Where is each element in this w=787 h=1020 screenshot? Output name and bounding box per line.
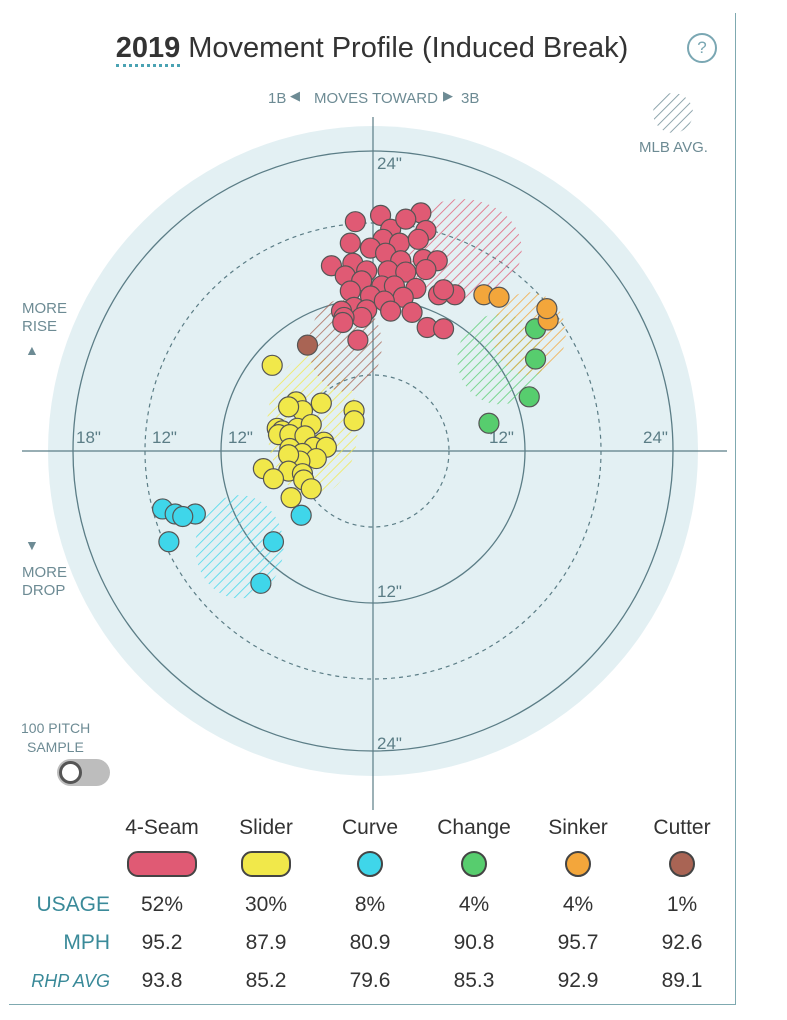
- usage-value: 4%: [562, 893, 594, 916]
- pitch-label: Sinker: [548, 816, 608, 839]
- help-icon[interactable]: ?: [687, 33, 717, 63]
- ring-label: 12": [228, 428, 253, 447]
- mph-row-label: MPH: [63, 931, 110, 954]
- mph-value: 80.9: [349, 931, 391, 954]
- sample-label-1: 100 PITCH: [21, 720, 91, 736]
- arrow-up-icon: ▲: [25, 342, 39, 358]
- usage-value: 30%: [244, 893, 288, 916]
- direction-label: MOVES TOWARD: [314, 90, 438, 107]
- pitch-stats-table: 4-Seam Slider Curve Change Sinker Cutter…: [20, 810, 734, 1000]
- pitch-point-4-seam[interactable]: [332, 311, 354, 334]
- pitch-point-4-seam[interactable]: [344, 211, 366, 233]
- ring-label: 12": [377, 582, 402, 601]
- sample-label-2: SAMPLE: [27, 739, 84, 755]
- mph-value: 87.9: [245, 931, 287, 954]
- pitch-point-slider[interactable]: [262, 468, 285, 490]
- usage-value: 1%: [666, 893, 698, 916]
- pitch-label: 4-Seam: [125, 816, 199, 839]
- pitch-point-curve[interactable]: [290, 504, 312, 526]
- pitch-point-slider[interactable]: [300, 478, 322, 500]
- ring-label: 12": [489, 428, 514, 447]
- pitch-point-4-seam[interactable]: [351, 306, 373, 329]
- more-drop-label-1: MORE: [22, 564, 67, 581]
- rhp-avg-value: 85.3: [453, 969, 495, 992]
- pitch-point-curve[interactable]: [158, 531, 180, 553]
- pitch-point-4-seam[interactable]: [415, 258, 437, 281]
- arrow-down-icon: ▼: [25, 537, 39, 553]
- mph-value: 92.6: [661, 931, 703, 954]
- pitch-point-slider[interactable]: [277, 396, 300, 418]
- pitch-point-4-seam[interactable]: [395, 208, 417, 230]
- ring-label: 12": [152, 428, 177, 447]
- more-drop-label-2: DROP: [22, 582, 66, 599]
- usage-value: 4%: [458, 893, 490, 916]
- pitch-point-cutter[interactable]: [296, 334, 319, 356]
- mlb-avg-legend-icon: [653, 93, 693, 133]
- usage-value: 8%: [354, 893, 386, 916]
- pitch-label: Cutter: [653, 816, 711, 839]
- pitch-point-4-seam[interactable]: [407, 228, 429, 250]
- movement-chart: 24" 18" 12" 12" 24" 12" 12" 24": [22, 117, 727, 810]
- usage-row-label: USAGE: [36, 893, 110, 916]
- ring-label: 24": [377, 154, 402, 173]
- rhp-avg-value: 85.2: [245, 969, 287, 992]
- title-text: Movement Profile (Induced Break): [188, 32, 629, 64]
- pitch-point-change[interactable]: [524, 348, 547, 370]
- direction-left: 1B: [268, 90, 287, 107]
- pitch-point-slider[interactable]: [343, 410, 365, 432]
- pitch-point-4-seam[interactable]: [380, 300, 402, 322]
- pitch-point-curve[interactable]: [250, 572, 272, 594]
- pitch-point-slider[interactable]: [261, 354, 283, 376]
- more-rise-label-1: MORE: [22, 300, 67, 317]
- ring-label: 18": [76, 428, 101, 447]
- legend-swatch-4-seam[interactable]: [127, 850, 197, 877]
- rhp-avg-row-label: RHP AVG: [31, 970, 110, 991]
- mph-value: 90.8: [453, 931, 495, 954]
- pitch-point-slider[interactable]: [310, 392, 332, 414]
- pitch-label: Change: [437, 816, 511, 839]
- pitch-point-slider[interactable]: [280, 487, 302, 509]
- pitch-point-4-seam[interactable]: [432, 318, 455, 340]
- arrow-left-icon: ◀: [290, 88, 300, 103]
- pitch-point-4-seam[interactable]: [432, 279, 455, 301]
- chart-title: 2019 Movement Profile (Induced Break): [0, 32, 744, 67]
- ring-label: 24": [377, 734, 402, 753]
- ring-label: 24": [643, 428, 668, 447]
- mlb-avg-region-curve: [195, 495, 284, 599]
- pitch-label: Slider: [239, 816, 293, 839]
- direction-right: 3B: [461, 90, 480, 107]
- arrow-right-icon: ▶: [443, 88, 453, 103]
- legend-swatch-curve[interactable]: [357, 850, 383, 877]
- rhp-avg-value: 79.6: [349, 969, 391, 992]
- pitch-point-curve[interactable]: [262, 531, 285, 553]
- pitch-point-curve[interactable]: [172, 505, 194, 528]
- legend-swatch-cutter[interactable]: [669, 850, 695, 877]
- pitch-point-change[interactable]: [478, 412, 500, 434]
- more-rise-label-2: RISE: [22, 318, 58, 335]
- rhp-avg-value: 92.9: [557, 969, 599, 992]
- rhp-avg-value: 93.8: [141, 969, 183, 992]
- legend-swatch-slider[interactable]: [241, 850, 291, 877]
- legend-swatch-sinker[interactable]: [565, 850, 591, 877]
- mlb-avg-label: MLB AVG.: [639, 139, 708, 156]
- mph-value: 95.7: [557, 931, 599, 954]
- pitch-point-4-seam[interactable]: [401, 301, 423, 323]
- year-selector[interactable]: 2019: [115, 32, 181, 67]
- legend-swatch-change[interactable]: [461, 850, 487, 877]
- movement-profile-card: [9, 13, 736, 1005]
- pitch-point-sinker[interactable]: [536, 298, 558, 320]
- pitch-point-change[interactable]: [518, 386, 540, 408]
- pitch-label: Curve: [341, 816, 399, 839]
- sample-toggle[interactable]: [57, 759, 110, 786]
- pitch-point-4-seam[interactable]: [339, 232, 361, 254]
- pitch-point-sinker[interactable]: [488, 286, 510, 308]
- toggle-knob[interactable]: [59, 761, 82, 784]
- usage-value: 52%: [140, 893, 184, 916]
- mph-value: 95.2: [141, 931, 183, 954]
- rhp-avg-value: 89.1: [661, 969, 703, 992]
- pitch-point-4-seam[interactable]: [347, 329, 369, 351]
